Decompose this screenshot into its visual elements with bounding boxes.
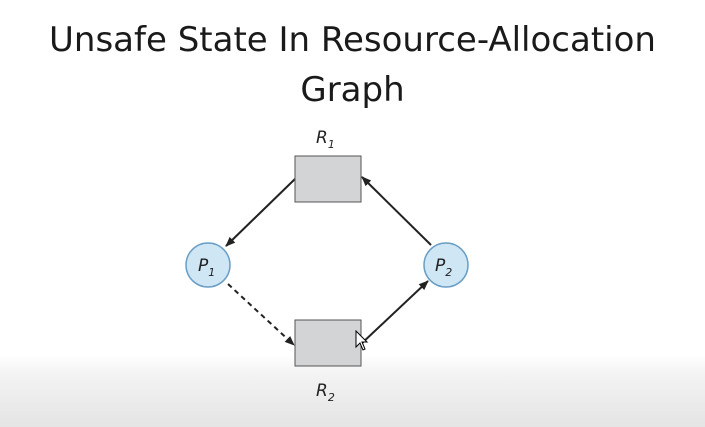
edge-p2-to-r1 xyxy=(362,177,431,245)
resource-r1-box xyxy=(295,156,361,202)
resource-r2-box xyxy=(295,320,361,366)
mouse-cursor-icon xyxy=(355,330,369,352)
process-p2-node xyxy=(424,243,468,287)
edge-r1-to-p1 xyxy=(226,178,296,246)
edge-r2-to-p2 xyxy=(360,281,428,345)
edge-p1-to-r2-claim xyxy=(228,284,294,345)
resource-r2-label: R2 xyxy=(316,381,335,404)
resource-r1-label: R1 xyxy=(316,128,335,151)
